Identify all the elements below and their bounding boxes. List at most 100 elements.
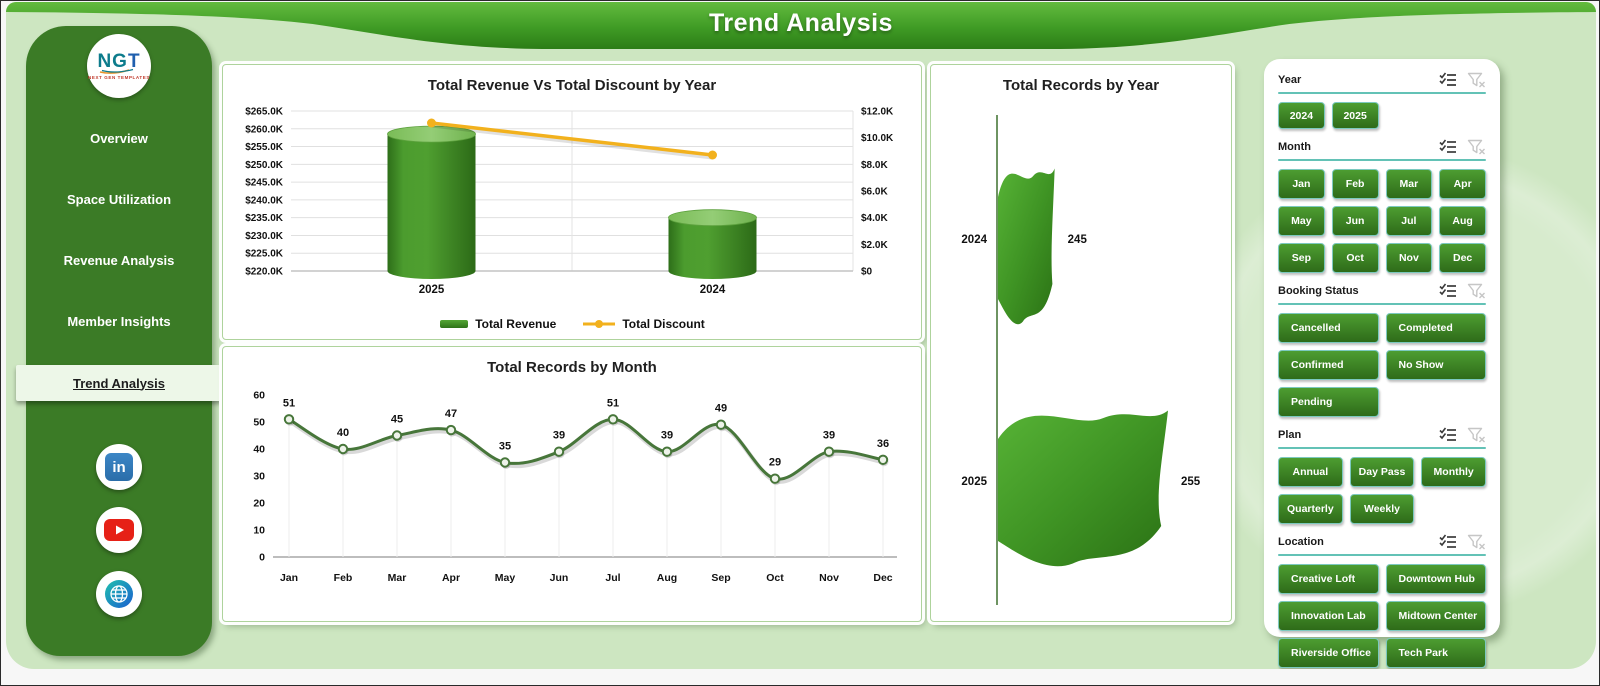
slicer-option-plan-day-pass[interactable]: Day Pass	[1349, 457, 1415, 487]
slicer-icons-month	[1439, 139, 1486, 155]
sidebar-item-space-utilization[interactable]: Space Utilization	[66, 191, 172, 207]
slicer-option-plan-monthly[interactable]: Monthly	[1421, 457, 1486, 487]
slicer-title-month: Month	[1278, 141, 1311, 153]
clear-filter-icon[interactable]	[1467, 427, 1486, 443]
slicer-option-month-aug[interactable]: Aug	[1439, 206, 1486, 236]
svg-text:$235.0K: $235.0K	[245, 213, 284, 224]
svg-text:20: 20	[253, 498, 265, 510]
logo-swoosh	[99, 68, 134, 74]
slicer-option-month-dec[interactable]: Dec	[1439, 243, 1486, 273]
slicer-header-plan: Plan	[1278, 426, 1486, 444]
multi-select-icon[interactable]	[1439, 427, 1457, 443]
slicer-option-plan-weekly[interactable]: Weekly	[1349, 494, 1415, 524]
slicer-option-month-nov[interactable]: Nov	[1385, 243, 1433, 273]
svg-text:2025: 2025	[419, 284, 445, 296]
svg-text:Sep: Sep	[711, 572, 730, 584]
header-ribbon	[6, 2, 1596, 49]
clear-filter-icon[interactable]	[1467, 283, 1486, 299]
revenue-discount-chart-title: Total Revenue Vs Total Discount by Year	[427, 77, 717, 94]
slicer-title-booking-status: Booking Status	[1278, 285, 1359, 297]
slicer-options-month: Jan Feb Mar Apr May Jun Jul Aug Sep Oct Nov Dec	[1278, 169, 1486, 273]
slicer-option-month-oct[interactable]: Oct	[1331, 243, 1379, 273]
slicer-option-month-mar[interactable]: Mar	[1385, 169, 1433, 199]
slicer-option-year-2024[interactable]: 2024	[1278, 102, 1325, 129]
records-month-chart-title: Total Records by Month	[487, 359, 657, 376]
svg-text:$225.0K: $225.0K	[245, 249, 284, 260]
svg-text:40: 40	[253, 444, 265, 456]
records-month-chart: 0 10 20 30 40 50 60 51 40 45 47 35 39 51 39 49 29 39 36 Jan…	[253, 390, 897, 584]
slicer-option-location-midtown-center[interactable]: Midtown Center	[1385, 601, 1486, 631]
svg-text:2024: 2024	[961, 234, 987, 246]
svg-text:Jun: Jun	[550, 572, 569, 584]
slicer-option-month-feb[interactable]: Feb	[1331, 169, 1379, 199]
youtube-icon	[104, 519, 134, 541]
slicer-option-month-jan[interactable]: Jan	[1278, 169, 1325, 199]
svg-text:29: 29	[769, 457, 781, 469]
slicer-option-month-may[interactable]: May	[1278, 206, 1325, 236]
slicer-header-booking-status: Booking Status	[1278, 282, 1486, 300]
slicer-option-booking-status-confirmed[interactable]: Confirmed	[1278, 350, 1379, 380]
svg-text:$0: $0	[861, 267, 873, 278]
slicer-option-plan-annual[interactable]: Annual	[1278, 457, 1343, 487]
slicer-option-year-2025[interactable]: 2025	[1331, 102, 1379, 129]
slicer-option-location-riverside-office[interactable]: Riverside Office	[1278, 638, 1379, 668]
slicer-option-month-jul[interactable]: Jul	[1385, 206, 1433, 236]
slicer-option-month-sep[interactable]: Sep	[1278, 243, 1325, 273]
slicer-option-booking-status-completed[interactable]: Completed	[1385, 313, 1486, 343]
slicer-option-location-creative-loft[interactable]: Creative Loft	[1278, 564, 1379, 594]
records-year-chart-panel: Total Records by Year 2024 245 2025 255	[930, 64, 1232, 622]
svg-text:39: 39	[661, 430, 673, 442]
multi-select-icon[interactable]	[1439, 283, 1457, 299]
slicer-option-month-jun[interactable]: Jun	[1331, 206, 1379, 236]
svg-text:$230.0K: $230.0K	[245, 231, 284, 242]
multi-select-icon[interactable]	[1439, 534, 1457, 550]
slicer-option-booking-status-cancelled[interactable]: Cancelled	[1278, 313, 1379, 343]
clear-filter-icon[interactable]	[1467, 534, 1486, 550]
sidebar: NGT NEXT GEN TEMPLATES Overview Space Uti…	[16, 26, 222, 656]
svg-text:45: 45	[391, 414, 403, 426]
multi-select-icon[interactable]	[1439, 139, 1457, 155]
youtube-button[interactable]	[96, 507, 142, 553]
svg-text:Jan: Jan	[280, 572, 298, 584]
svg-text:255: 255	[1181, 476, 1201, 488]
slicer-options-plan: Annual Day Pass Monthly Quarterly Weekly	[1278, 457, 1486, 524]
svg-text:$4.0K: $4.0K	[861, 213, 888, 224]
sidebar-item-overview[interactable]: Overview	[90, 130, 148, 146]
slicer-option-location-downtown-hub[interactable]: Downtown Hub	[1385, 564, 1486, 594]
discount-line-icon	[583, 320, 616, 328]
slicer-option-booking-status-pending[interactable]: Pending	[1278, 387, 1379, 417]
slicer-option-location-tech-park[interactable]: Tech Park	[1385, 638, 1486, 668]
svg-text:0: 0	[259, 552, 265, 564]
svg-text:$2.0K: $2.0K	[861, 240, 888, 251]
clear-filter-icon[interactable]	[1467, 72, 1486, 88]
sidebar-item-member-insights[interactable]: Member Insights	[67, 313, 171, 329]
linkedin-button[interactable]: in	[96, 444, 142, 490]
slicer-header-year: Year	[1278, 71, 1486, 89]
slicer-option-month-apr[interactable]: Apr	[1439, 169, 1486, 199]
slicer-title-year: Year	[1278, 74, 1302, 86]
slicer-options-booking-status: Cancelled Completed Confirmed No Show Pendin…	[1278, 313, 1486, 417]
slicer-underline-plan	[1278, 447, 1486, 449]
slicer-title-location: Location	[1278, 536, 1324, 548]
slicer-icons-booking-status	[1439, 283, 1486, 299]
multi-select-icon[interactable]	[1439, 72, 1457, 88]
slicer-underline-month	[1278, 159, 1486, 161]
website-button[interactable]	[96, 571, 142, 617]
slicer-option-booking-status-no-show[interactable]: No Show	[1385, 350, 1486, 380]
filter-panel: Year 2024 2025 Month Jan Feb Mar Apr May Jun Jul Au…	[1264, 59, 1500, 668]
sidebar-item-revenue-analysis[interactable]: Revenue Analysis	[63, 252, 175, 268]
legend-item-total-revenue: Total Revenue	[439, 317, 556, 331]
slicer-option-plan-quarterly[interactable]: Quarterly	[1278, 494, 1343, 524]
slicer-option-location-innovation-lab[interactable]: Innovation Lab	[1278, 601, 1379, 631]
svg-text:$245.0K: $245.0K	[245, 178, 284, 189]
svg-text:$220.0K: $220.0K	[245, 267, 284, 278]
svg-text:Nov: Nov	[819, 572, 839, 584]
sidebar-item-trend-analysis[interactable]: Trend Analysis	[16, 365, 222, 401]
svg-text:245: 245	[1068, 234, 1088, 246]
svg-text:$10.0K: $10.0K	[861, 133, 894, 144]
clear-filter-icon[interactable]	[1467, 139, 1486, 155]
revenue-swatch-icon	[440, 320, 469, 328]
svg-text:$240.0K: $240.0K	[245, 195, 284, 206]
svg-text:47: 47	[445, 408, 457, 420]
svg-text:Dec: Dec	[873, 572, 892, 584]
